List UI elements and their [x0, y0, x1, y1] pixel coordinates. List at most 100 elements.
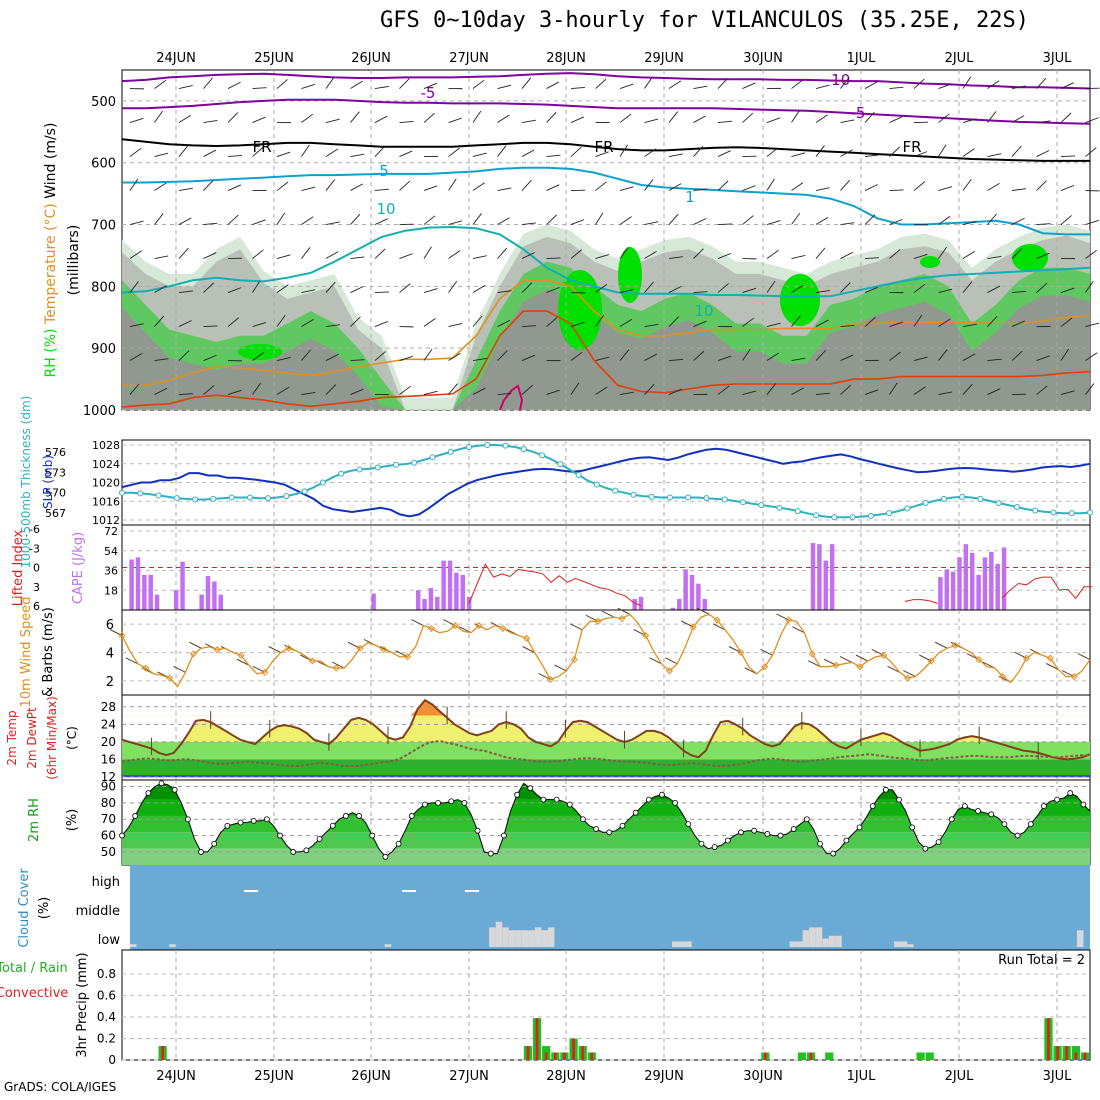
cape-bar	[129, 559, 134, 610]
wind-barb	[178, 247, 189, 259]
wind-barb	[619, 349, 630, 361]
rh-marker	[487, 850, 494, 857]
wind-barb	[1036, 385, 1048, 395]
wind-barb	[497, 392, 512, 395]
wind-barb	[521, 384, 533, 395]
wind-barb	[497, 114, 510, 123]
temp-ylabel: 2m Temp	[5, 710, 19, 765]
rh-marker	[553, 796, 560, 803]
wind-ylabel: 10m Wind Speed	[19, 597, 34, 708]
rh-marker	[461, 799, 468, 806]
precip-tick-label: 0.2	[97, 1032, 116, 1046]
wind-barb-10m	[887, 665, 900, 673]
wind-speed-marker	[665, 667, 674, 675]
wind-barb	[938, 349, 948, 361]
thickness-line-marker	[192, 496, 199, 503]
wind-barb	[938, 288, 953, 293]
wind-barb	[742, 82, 756, 89]
cape-bar	[454, 572, 459, 610]
wind-barb-10m	[236, 658, 250, 666]
wind-barb	[399, 150, 413, 157]
wind-barb	[742, 185, 756, 191]
wind-barb	[595, 181, 607, 191]
top-date-label: 29JUN	[644, 51, 684, 66]
wind-barb	[938, 318, 951, 327]
wind-barb	[521, 119, 536, 123]
precip-convective-bar	[581, 1046, 585, 1060]
thickness-line-marker	[612, 487, 619, 494]
wind-barb	[1036, 180, 1047, 191]
isotherm-line	[121, 72, 1091, 90]
wind-barb	[1060, 112, 1072, 123]
wind-speed-marker	[856, 663, 864, 671]
rh-high-blob	[1012, 244, 1048, 272]
wind-barb	[1011, 350, 1023, 361]
wind-barb	[129, 178, 139, 191]
wind-barb-10m	[268, 646, 281, 653]
cloud-low-bar	[900, 941, 908, 947]
wind-barb	[1011, 188, 1026, 191]
wind-barb	[619, 391, 634, 395]
wind-barb	[570, 351, 583, 361]
wind-barb	[276, 212, 286, 225]
rh-marker	[711, 844, 718, 850]
wind-barb	[252, 116, 266, 123]
thickness-line-marker	[447, 448, 454, 455]
wind-tick-label: 6	[106, 618, 114, 633]
cape-bar	[371, 593, 376, 610]
wind-barb	[644, 281, 654, 293]
bottom-date-label: 26JUN	[351, 1069, 391, 1084]
cape-bar	[823, 560, 828, 610]
wind-barb	[521, 282, 533, 293]
top-date-label: 3JUL	[1043, 51, 1073, 66]
isotherm-orange-line	[122, 279, 1091, 387]
wind-barb	[840, 282, 851, 293]
thickness-line-marker	[867, 512, 874, 519]
rh-tick-label: 90	[101, 780, 116, 794]
precip-convective-bar	[563, 1052, 566, 1060]
wind-barb	[154, 255, 169, 259]
wind-barb	[717, 385, 730, 395]
wind-barb	[889, 189, 904, 191]
thickness-line-marker	[831, 514, 838, 521]
rh-band	[122, 848, 1090, 865]
cape-bar	[670, 607, 676, 610]
wind-barb	[595, 254, 610, 259]
cape-bar	[428, 588, 434, 610]
rh-marker	[316, 835, 323, 842]
precip-convective-bar	[1047, 1018, 1050, 1060]
thickness-line-marker	[1087, 509, 1093, 516]
rh-marker	[830, 850, 837, 857]
rh-tick-label: 70	[101, 812, 116, 826]
thickness-line-marker	[886, 510, 893, 517]
wind-barb	[693, 248, 704, 259]
wind-barb	[938, 246, 947, 259]
precip-convective-bar	[544, 1052, 548, 1060]
wind-barb	[521, 252, 535, 259]
wind-barb	[766, 220, 781, 225]
wind-barb	[791, 315, 801, 327]
wind-barb	[717, 150, 731, 157]
wind-barb	[717, 120, 732, 123]
wind-barb	[987, 213, 997, 225]
wind-barb	[619, 318, 633, 327]
rh-marker	[632, 809, 639, 816]
thickness-line-marker	[356, 466, 363, 473]
wind-barb	[252, 322, 267, 327]
temp-warm-area	[122, 700, 1090, 742]
contour-label: 5	[379, 162, 389, 180]
wind-barb	[693, 115, 707, 123]
wind-speed-marker	[761, 663, 769, 671]
slp-tick-label: 1016	[92, 495, 120, 508]
wind-barb-10m	[792, 626, 805, 634]
pressure-tick-label: 500	[91, 95, 116, 110]
wind-barb	[178, 290, 193, 293]
isotherm-red-line	[121, 310, 1091, 408]
wind-barb	[1085, 117, 1099, 123]
wind-barb	[693, 145, 704, 157]
wind-tick-label: 2	[106, 675, 114, 690]
temp-hot-area	[122, 700, 1090, 716]
wind-barb	[521, 222, 536, 225]
cape-bar	[632, 599, 637, 610]
wind-barb	[276, 284, 289, 293]
